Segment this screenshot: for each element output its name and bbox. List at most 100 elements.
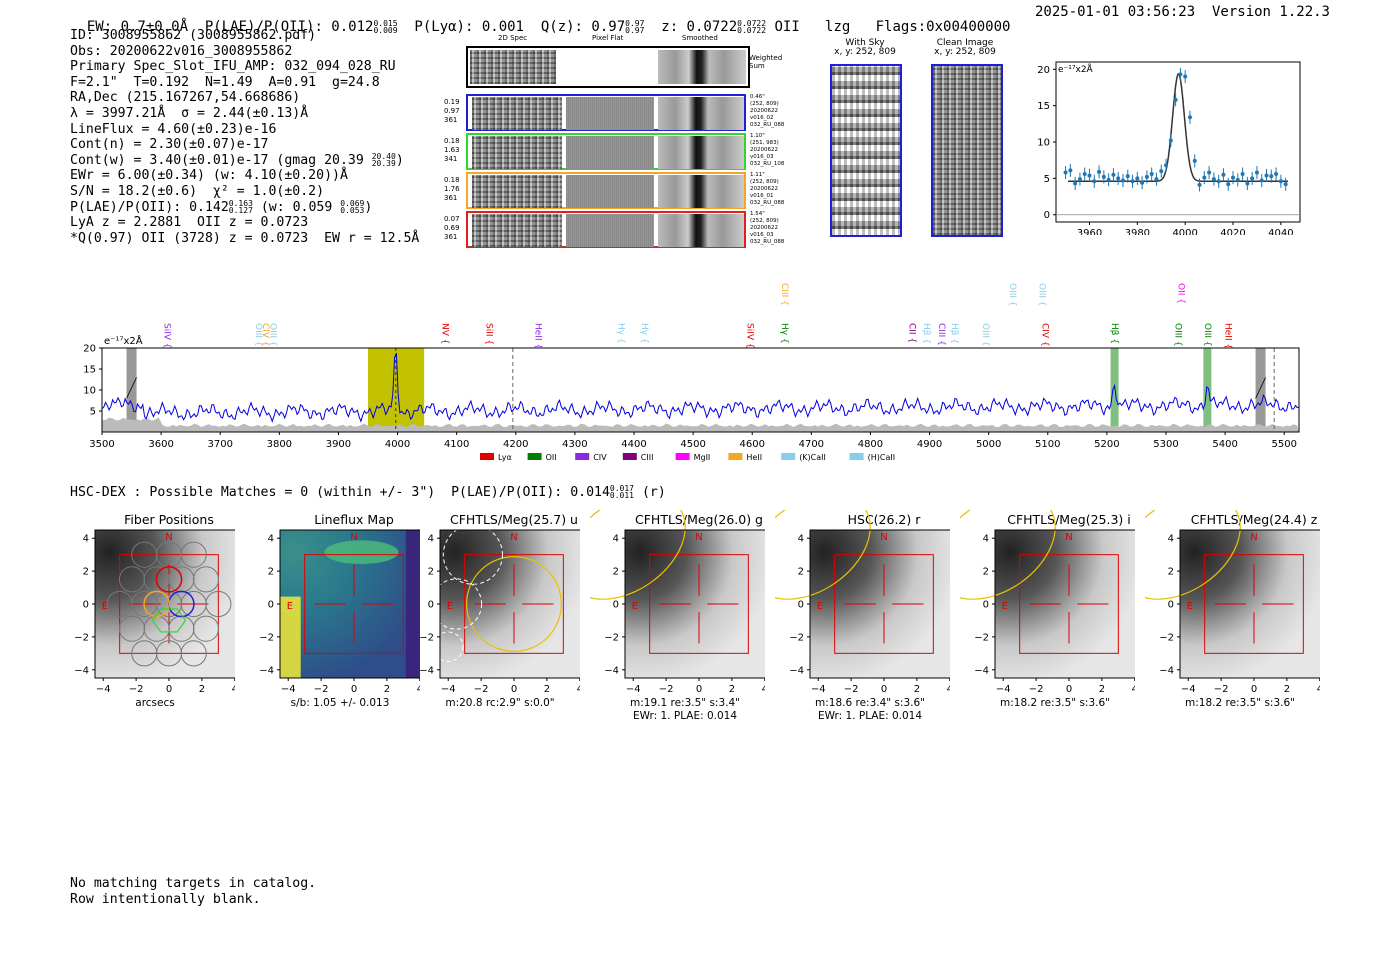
- spec2d-row-frame: [466, 211, 746, 248]
- info-contw-text: Cont(w) = 3.40(±0.01)e-17 (gmag 20.39: [70, 152, 364, 168]
- spectrum-legend-label: (K)CaII: [799, 453, 826, 462]
- spectrum-legend-swatch: [575, 453, 590, 460]
- spec2d-row-smooth: [658, 136, 744, 169]
- hsc-x-tick-label: 2: [1099, 684, 1105, 695]
- fit-data-point: [1283, 182, 1288, 187]
- fit-data-point: [1274, 172, 1279, 176]
- hsc-panel-caption: s/b: 1.05 +/- 0.013: [290, 697, 390, 709]
- hsc-panel-box: [304, 554, 404, 654]
- fit-data-point: [1245, 181, 1250, 186]
- hsc-x-tick-label: −2: [314, 684, 329, 695]
- hsc-x-tick-label: 4: [762, 684, 765, 695]
- spec2d-col-flat: Pixel Flat: [592, 34, 624, 42]
- hsc-panel-north: N: [695, 532, 702, 543]
- spectrum-x-tick-label: 5400: [1212, 439, 1237, 450]
- header-timestamp: 2025-01-01 03:56:23 Version 1.22.3: [1034, 4, 1330, 20]
- fit-data-point: [1235, 177, 1240, 182]
- info-ewr: EWr = 6.00(±0.34) (w: 4.10(±0.20))Å: [70, 168, 348, 184]
- fit-y-tick-label: 20: [1037, 65, 1050, 76]
- hsc-x-tick-label: −4: [811, 684, 826, 695]
- spec2d-row-num: 361: [444, 116, 458, 124]
- spectrum-line-label: Hβ {: [921, 323, 931, 344]
- spec2d-row-label: 1.54" (252, 809) 20200622 v016_03 032_RU_088: [750, 211, 795, 246]
- spec2d-row-label-line: 032_RU_108: [750, 161, 785, 167]
- info-plae-hi: 0.163: [228, 198, 253, 208]
- fit-data-point: [1130, 179, 1135, 184]
- info-params: F=2.1" T=0.192 N=1.49 A=0.91 g=24.8: [70, 74, 380, 90]
- spec2d-row-num: 0.18: [444, 176, 460, 184]
- hsc-panel-north: N: [510, 532, 517, 543]
- spec2d-row-label-line: 20200622: [750, 108, 778, 114]
- spectrum-line-label: NV {: [439, 323, 449, 344]
- header-qz-hi: 0.97: [625, 19, 645, 28]
- spec2d-col-smooth: Smoothed: [682, 34, 718, 42]
- info-plae: P(LAE)/P(OII): 0.1420.163 0.127 (w: 0.059…: [70, 198, 419, 216]
- info-plae-w-hi: 0.069: [340, 198, 365, 208]
- info-gmag-lo: 20.39: [371, 158, 396, 168]
- info-gmag-hi: 20.40: [371, 151, 396, 161]
- fit-data-point: [1144, 174, 1149, 179]
- hsc-summary-hi: 0.017: [609, 484, 634, 493]
- hsc-panel: Lineflux Map N E −4 −4 −2 −2 0 0 2 2 4 4: [259, 512, 420, 695]
- spec2d-row-num: 0.07: [444, 215, 460, 223]
- spectrum-legend-label: MgII: [694, 453, 711, 462]
- fit-data-point: [1178, 72, 1183, 77]
- header-plya: P(Lyα): 0.001: [414, 19, 524, 35]
- hsc-panel-caption: arcsecs: [135, 697, 175, 709]
- hsc-x-tick-label: −4: [1181, 684, 1196, 695]
- header-qz: Q(z): 0.97: [540, 19, 626, 35]
- spec2d-row-smooth: [658, 175, 744, 208]
- fit-data-point: [1254, 170, 1259, 175]
- sky-cutout-image: [830, 64, 902, 237]
- hsc-x-tick-label: −2: [1029, 684, 1044, 695]
- spectrum-legend-label: CIII: [641, 453, 654, 462]
- spec2d-row-num: 361: [444, 233, 458, 241]
- spectrum-gray-band-hatch: [1255, 377, 1266, 399]
- hsc-panel-east: E: [1002, 601, 1008, 612]
- spec2d-row-smooth: [658, 214, 744, 247]
- hsc-x-tick-label: 4: [947, 684, 950, 695]
- line-fit-chart: 0 5 10 15 20 3960 3980 4000 4020 4040 e⁻¹⁷x2Å: [1037, 61, 1301, 235]
- spec2d-row-label-line: v016_01: [750, 193, 774, 199]
- spectrum-gray-band: [1255, 348, 1266, 432]
- spectrum-line-label: CII {: [906, 323, 916, 343]
- fit-x-tick-label: 4040: [1268, 228, 1293, 235]
- fit-data-point: [1116, 176, 1121, 181]
- header-z-hi: 0.0722: [737, 19, 767, 28]
- hsc-x-tick-label: 0: [351, 684, 357, 695]
- aperture-ellipse: [466, 556, 562, 652]
- spec2d-row-numbers: 0.18 1.76 361: [444, 176, 464, 203]
- spectrum-legend-label: CIV: [593, 453, 607, 462]
- spec2d-row-label-line: 1.11": [750, 172, 765, 178]
- lineflux-hot-region: [280, 596, 301, 678]
- hsc-y-tick-label: −2: [74, 632, 89, 643]
- spec2d-row-label-line: 1.54": [750, 211, 765, 217]
- fit-data-point: [1197, 182, 1202, 187]
- fiber-circle: [205, 590, 232, 618]
- hsc-panel-north: N: [350, 532, 357, 543]
- footer-line-2: Row intentionally blank.: [70, 891, 261, 907]
- fit-data-point: [1106, 177, 1111, 182]
- hsc-x-tick-label: 2: [729, 684, 735, 695]
- spectrum-x-tick-label: 4100: [444, 439, 469, 450]
- fit-data-point: [1226, 182, 1231, 187]
- spectrum-x-tick-label: 4400: [621, 439, 646, 450]
- hsc-y-tick-label: 4: [1168, 534, 1174, 545]
- spectrum-x-tick-label: 4200: [503, 439, 528, 450]
- hsc-x-tick-label: 2: [544, 684, 550, 695]
- hsc-panel-caption: m:18.6 re:3.4" s:3.6": [815, 697, 925, 709]
- spectrum-legend-swatch: [527, 453, 542, 460]
- spectrum-y-tick-label: 5: [90, 407, 96, 418]
- hsc-panel-box: [1204, 554, 1304, 654]
- fit-data-point: [1068, 168, 1073, 173]
- spectrum-legend-label: Lyα: [498, 453, 512, 462]
- spectrum-line-label: OIII {: [267, 323, 277, 347]
- hsc-x-tick-label: 4: [417, 684, 420, 695]
- spectrum-line-label: SiIV {: [744, 323, 754, 349]
- hsc-panel-image: [995, 530, 1135, 678]
- hsc-panel-east: E: [632, 601, 638, 612]
- fit-y-tick-label: 0: [1044, 210, 1050, 221]
- hsc-y-tick-label: 2: [268, 567, 274, 578]
- hsc-panel-north: N: [165, 532, 172, 543]
- hsc-panel-east: E: [1187, 601, 1193, 612]
